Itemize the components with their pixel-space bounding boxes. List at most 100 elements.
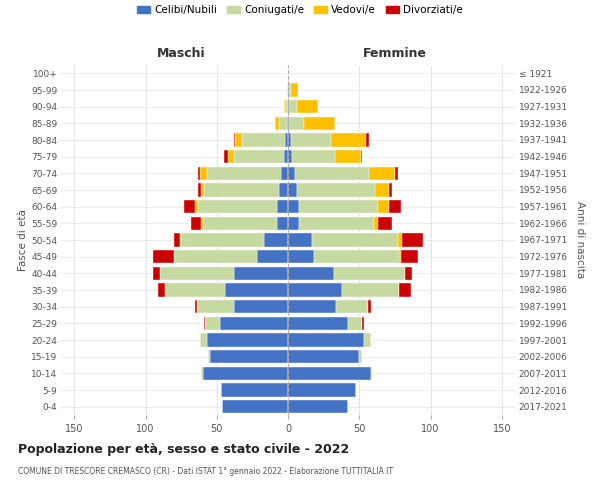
Bar: [402, 234, 424, 246]
Bar: [277, 216, 288, 230]
Bar: [198, 200, 277, 213]
Bar: [288, 384, 356, 396]
Bar: [304, 116, 335, 130]
Bar: [264, 234, 288, 246]
Bar: [296, 184, 375, 196]
Bar: [203, 216, 277, 230]
Bar: [288, 350, 359, 364]
Bar: [299, 216, 373, 230]
Bar: [288, 334, 364, 346]
Bar: [152, 250, 174, 264]
Bar: [204, 316, 205, 330]
Bar: [337, 300, 368, 314]
Bar: [361, 150, 362, 164]
Bar: [367, 134, 369, 146]
Bar: [287, 116, 288, 130]
Bar: [288, 150, 292, 164]
Bar: [224, 150, 228, 164]
Bar: [288, 234, 312, 246]
Bar: [288, 100, 289, 114]
Bar: [291, 84, 298, 96]
Bar: [288, 216, 299, 230]
Bar: [201, 366, 203, 380]
Bar: [280, 116, 287, 130]
Bar: [359, 350, 362, 364]
Bar: [277, 200, 288, 213]
Text: Femmine: Femmine: [363, 47, 427, 60]
Bar: [288, 200, 299, 213]
Bar: [373, 216, 378, 230]
Bar: [395, 166, 398, 180]
Bar: [334, 266, 405, 280]
Bar: [378, 216, 392, 230]
Bar: [223, 400, 288, 413]
Bar: [299, 200, 378, 213]
Bar: [257, 250, 288, 264]
Bar: [275, 116, 280, 130]
Bar: [342, 284, 399, 296]
Bar: [371, 366, 372, 380]
Bar: [198, 166, 200, 180]
Bar: [285, 134, 288, 146]
Bar: [401, 250, 418, 264]
Bar: [389, 184, 392, 196]
Bar: [191, 216, 201, 230]
Bar: [242, 134, 285, 146]
Bar: [207, 334, 288, 346]
Bar: [166, 284, 226, 296]
Y-axis label: Anni di nascita: Anni di nascita: [575, 202, 584, 278]
Bar: [200, 166, 207, 180]
Bar: [369, 166, 395, 180]
Bar: [174, 234, 180, 246]
Bar: [234, 266, 288, 280]
Text: Popolazione per età, sesso e stato civile - 2022: Popolazione per età, sesso e stato civil…: [18, 442, 349, 456]
Bar: [284, 100, 285, 114]
Bar: [288, 250, 314, 264]
Bar: [289, 100, 296, 114]
Bar: [234, 150, 284, 164]
Text: Maschi: Maschi: [157, 47, 205, 60]
Bar: [312, 234, 398, 246]
Bar: [174, 250, 257, 264]
Bar: [197, 300, 234, 314]
Bar: [289, 116, 304, 130]
Bar: [205, 316, 220, 330]
Bar: [203, 366, 288, 380]
Bar: [226, 284, 288, 296]
Bar: [362, 316, 364, 330]
Bar: [398, 234, 402, 246]
Bar: [221, 384, 288, 396]
Bar: [152, 266, 160, 280]
Bar: [405, 266, 412, 280]
Bar: [207, 166, 281, 180]
Bar: [368, 300, 371, 314]
Bar: [184, 200, 196, 213]
Bar: [295, 166, 369, 180]
Bar: [314, 250, 399, 264]
Bar: [196, 300, 197, 314]
Bar: [288, 266, 334, 280]
Bar: [281, 166, 288, 180]
Bar: [201, 216, 203, 230]
Bar: [285, 100, 288, 114]
Bar: [331, 134, 367, 146]
Bar: [378, 200, 389, 213]
Bar: [288, 284, 342, 296]
Bar: [288, 166, 295, 180]
Bar: [288, 134, 291, 146]
Bar: [201, 184, 204, 196]
Bar: [234, 300, 288, 314]
Bar: [200, 334, 207, 346]
Bar: [335, 150, 361, 164]
Bar: [288, 316, 348, 330]
Bar: [375, 184, 389, 196]
Text: COMUNE DI TRESCORE CREMASCO (CR) - Dati ISTAT 1° gennaio 2022 - Elaborazione TUT: COMUNE DI TRESCORE CREMASCO (CR) - Dati …: [18, 468, 393, 476]
Bar: [364, 334, 371, 346]
Bar: [208, 350, 209, 364]
Bar: [288, 116, 289, 130]
Bar: [204, 184, 280, 196]
Bar: [292, 150, 335, 164]
Bar: [181, 234, 264, 246]
Bar: [287, 84, 288, 96]
Y-axis label: Fasce di età: Fasce di età: [18, 209, 28, 271]
